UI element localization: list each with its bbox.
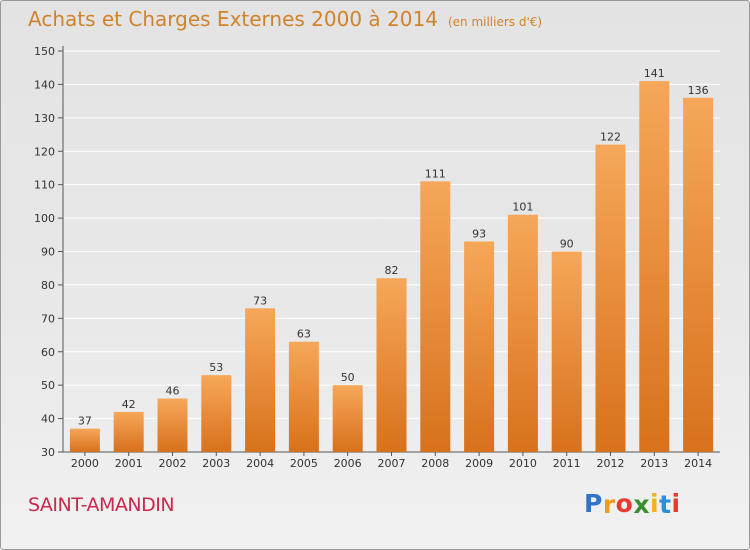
bar-value-label: 90 (560, 238, 574, 251)
bar-2002[interactable] (157, 398, 188, 452)
logo-letter: x (633, 490, 650, 519)
y-tick-label: 100 (34, 212, 55, 225)
x-tick-label: 2011 (553, 457, 581, 470)
x-tick-label: 2012 (597, 457, 625, 470)
chart-unit: (en milliers d'€) (447, 15, 543, 29)
y-tick-label: 40 (41, 413, 55, 426)
bar-2003[interactable] (201, 375, 232, 452)
x-tick-label: 2002 (159, 457, 187, 470)
bar-value-label: 101 (512, 201, 533, 214)
bar-value-label: 42 (122, 398, 136, 411)
logo-letter: i (671, 489, 681, 518)
chart-title: Achats et Charges Externes 2000 à 2014 (28, 7, 438, 31)
bar-2011[interactable] (551, 251, 582, 453)
x-tick-label: 2006 (334, 457, 362, 470)
x-tick-label: 2000 (71, 457, 99, 470)
y-tick-label: 140 (34, 78, 55, 91)
chart-title-row: Achats et Charges Externes 2000 à 2014 (e… (28, 7, 542, 31)
bar-value-label: 50 (341, 371, 355, 384)
bar-value-label: 37 (78, 415, 92, 428)
bar-value-label: 111 (425, 167, 446, 180)
bar-2007[interactable] (376, 278, 407, 452)
bar-2000[interactable] (69, 428, 100, 452)
bar-value-label: 63 (297, 328, 311, 341)
y-tick-label: 70 (41, 312, 55, 325)
y-tick-label: 90 (41, 246, 55, 259)
bar-2014[interactable] (683, 97, 714, 453)
x-tick-label: 2008 (421, 457, 449, 470)
bar-value-label: 93 (472, 227, 486, 240)
x-tick-label: 2005 (290, 457, 318, 470)
bar-value-label: 136 (688, 84, 709, 97)
commune-name: SAINT-AMANDIN (28, 494, 175, 516)
bar-value-label: 122 (600, 131, 621, 144)
logo-letter: i (650, 489, 660, 518)
bar-2006[interactable] (332, 385, 363, 452)
x-tick-label: 2003 (202, 457, 230, 470)
y-tick-label: 150 (34, 45, 55, 58)
y-tick-label: 30 (41, 446, 55, 459)
y-tick-label: 110 (34, 179, 55, 192)
y-tick-label: 130 (34, 112, 55, 125)
bar-2010[interactable] (507, 214, 538, 452)
x-tick-label: 2010 (509, 457, 537, 470)
bar-2013[interactable] (639, 81, 670, 452)
logo-letter: t (659, 490, 672, 519)
logo-letter: P (584, 489, 603, 518)
bar-2012[interactable] (595, 144, 626, 453)
bar-value-label: 73 (253, 294, 267, 307)
bar-2001[interactable] (113, 411, 144, 452)
bar-value-label: 53 (209, 361, 223, 374)
bar-2004[interactable] (245, 308, 276, 452)
bar-2008[interactable] (420, 181, 451, 452)
x-tick-label: 2013 (640, 457, 668, 470)
logo-letter: o (615, 489, 634, 518)
x-tick-label: 2001 (115, 457, 143, 470)
bar-value-label: 82 (385, 264, 399, 277)
y-tick-label: 80 (41, 279, 55, 292)
bar-value-label: 46 (166, 385, 180, 398)
proxiti-logo[interactable]: Proxiti (584, 489, 681, 519)
logo-letter: r (602, 490, 616, 519)
bar-2005[interactable] (288, 341, 319, 452)
x-tick-label: 2009 (465, 457, 493, 470)
y-tick-label: 50 (41, 379, 55, 392)
x-tick-label: 2007 (378, 457, 406, 470)
x-tick-label: 2014 (684, 457, 712, 470)
bar-2009[interactable] (464, 241, 495, 452)
y-tick-label: 60 (41, 346, 55, 359)
bar-value-label: 141 (644, 67, 665, 80)
y-tick-label: 120 (34, 145, 55, 158)
x-tick-label: 2004 (246, 457, 274, 470)
